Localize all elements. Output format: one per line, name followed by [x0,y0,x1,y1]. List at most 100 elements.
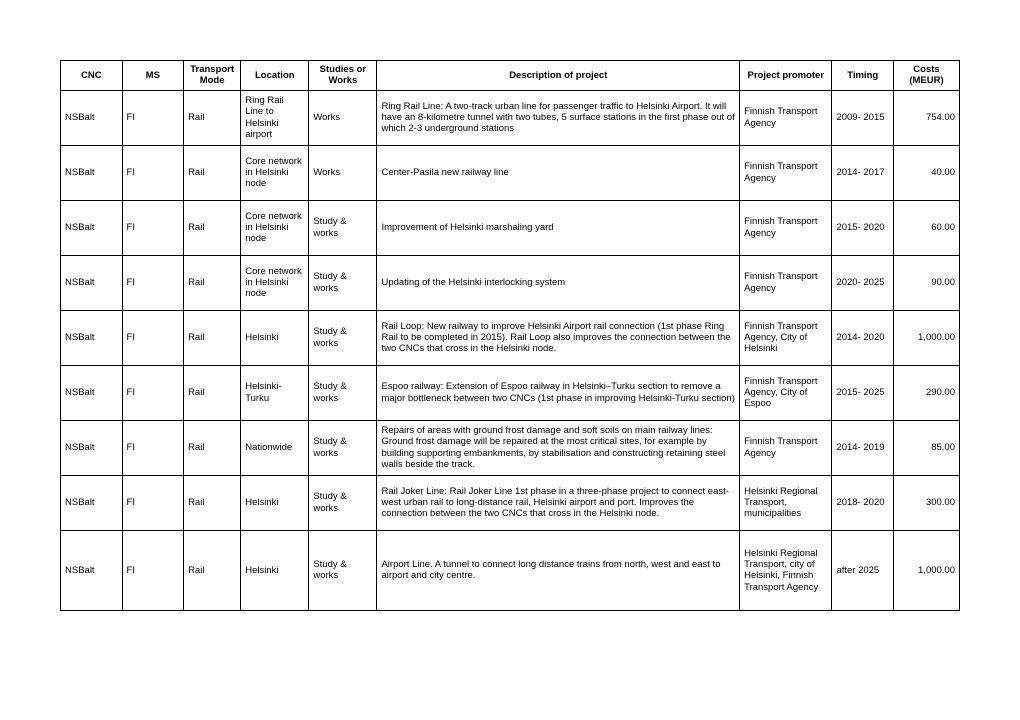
cell-mode: Rail [184,365,241,420]
cell-tim: 2020- 2025 [832,255,894,310]
cell-desc: Rail Loop: New railway to improve Helsin… [377,310,740,365]
cell-loc: Helsinki-Turku [241,365,309,420]
cell-prom: Finnish Transport Agency [740,90,832,145]
table-row: NSBaltFIRailNationwideStudy & worksRepai… [61,420,960,475]
cell-mode: Rail [184,310,241,365]
cell-cnc: NSBalt [61,145,123,200]
cell-sw: Study & works [309,420,377,475]
cell-cost: 290.00 [893,365,959,420]
header-row: CNC MS Transport Mode Location Studies o… [61,61,960,91]
table-row: NSBaltFIRailCore network in Helsinki nod… [61,200,960,255]
cell-tim: 2018- 2020 [832,475,894,530]
cell-loc: Core network in Helsinki node [241,200,309,255]
cell-cnc: NSBalt [61,90,123,145]
cell-mode: Rail [184,475,241,530]
cell-desc: Rail Joker Line: Rail Joker Line 1st pha… [377,475,740,530]
cell-desc: Updating of the Helsinki interlocking sy… [377,255,740,310]
cell-tim: 2015- 2025 [832,365,894,420]
table-row: NSBaltFIRailCore network in Helsinki nod… [61,255,960,310]
cell-prom: Helsinki Regional Transport, city of Hel… [740,530,832,610]
cell-loc: Core network in Helsinki node [241,145,309,200]
cell-loc: Helsinki [241,530,309,610]
cell-desc: Espoo railway: Extension of Espoo railwa… [377,365,740,420]
cell-sw: Works [309,90,377,145]
cell-tim: 2014- 2017 [832,145,894,200]
cell-cost: 40.00 [893,145,959,200]
col-cnc: CNC [61,61,123,91]
cell-loc: Ring Rail Line to Helsinki airport [241,90,309,145]
cell-tim: 2014- 2019 [832,420,894,475]
cell-mode: Rail [184,420,241,475]
col-ms: MS [122,61,184,91]
col-cost: Costs (MEUR) [893,61,959,91]
cell-cost: 754.00 [893,90,959,145]
cell-prom: Finnish Transport Agency, City of Helsin… [740,310,832,365]
cell-desc: Repairs of areas with ground frost damag… [377,420,740,475]
cell-prom: Helsinki Regional Transport, municipalit… [740,475,832,530]
cell-tim: 2014- 2020 [832,310,894,365]
cell-cnc: NSBalt [61,200,123,255]
cell-cost: 1,000.00 [893,310,959,365]
table-row: NSBaltFIRailCore network in Helsinki nod… [61,145,960,200]
cell-ms: FI [122,475,184,530]
cell-cnc: NSBalt [61,365,123,420]
cell-mode: Rail [184,200,241,255]
col-mode: Transport Mode [184,61,241,91]
cell-cost: 60.00 [893,200,959,255]
col-tim: Timing [832,61,894,91]
table-row: NSBaltFIRailHelsinkiStudy & worksAirport… [61,530,960,610]
cell-cost: 1,000.00 [893,530,959,610]
cell-sw: Study & works [309,310,377,365]
col-sw: Studies or Works [309,61,377,91]
cell-mode: Rail [184,255,241,310]
cell-loc: Helsinki [241,475,309,530]
cell-sw: Works [309,145,377,200]
cell-loc: Nationwide [241,420,309,475]
cell-cnc: NSBalt [61,530,123,610]
table-row: NSBaltFIRailHelsinkiStudy & worksRail Jo… [61,475,960,530]
cell-ms: FI [122,310,184,365]
cell-tim: after 2025 [832,530,894,610]
cell-tim: 2009- 2015 [832,90,894,145]
cell-ms: FI [122,365,184,420]
cell-desc: Ring Rail Line: A two-track urban line f… [377,90,740,145]
table-row: NSBaltFIRailHelsinkiStudy & worksRail Lo… [61,310,960,365]
cell-mode: Rail [184,90,241,145]
cell-ms: FI [122,200,184,255]
projects-table: CNC MS Transport Mode Location Studies o… [60,60,960,611]
cell-cost: 90.00 [893,255,959,310]
cell-sw: Study & works [309,255,377,310]
cell-mode: Rail [184,145,241,200]
table-row: NSBaltFIRailHelsinki-TurkuStudy & worksE… [61,365,960,420]
cell-desc: Center-Pasila new railway line [377,145,740,200]
cell-cnc: NSBalt [61,310,123,365]
cell-sw: Study & works [309,530,377,610]
cell-sw: Study & works [309,475,377,530]
cell-ms: FI [122,255,184,310]
cell-cnc: NSBalt [61,475,123,530]
cell-ms: FI [122,145,184,200]
cell-ms: FI [122,420,184,475]
cell-prom: Finnish Transport Agency [740,255,832,310]
cell-mode: Rail [184,530,241,610]
cell-cost: 300.00 [893,475,959,530]
cell-prom: Finnish Transport Agency [740,420,832,475]
cell-cnc: NSBalt [61,420,123,475]
cell-cnc: NSBalt [61,255,123,310]
col-desc: Description of project [377,61,740,91]
cell-prom: Finnish Transport Agency [740,145,832,200]
cell-desc: Airport Line. A tunnel to connect long d… [377,530,740,610]
cell-loc: Core network in Helsinki node [241,255,309,310]
cell-cost: 85.00 [893,420,959,475]
cell-prom: Finnish Transport Agency, City of Espoo [740,365,832,420]
cell-ms: FI [122,90,184,145]
cell-desc: Improvement of Helsinki marshaling yard [377,200,740,255]
cell-loc: Helsinki [241,310,309,365]
col-loc: Location [241,61,309,91]
cell-ms: FI [122,530,184,610]
cell-tim: 2015- 2020 [832,200,894,255]
cell-sw: Study & works [309,200,377,255]
table-row: NSBaltFIRailRing Rail Line to Helsinki a… [61,90,960,145]
col-prom: Project promoter [740,61,832,91]
cell-sw: Study & works [309,365,377,420]
